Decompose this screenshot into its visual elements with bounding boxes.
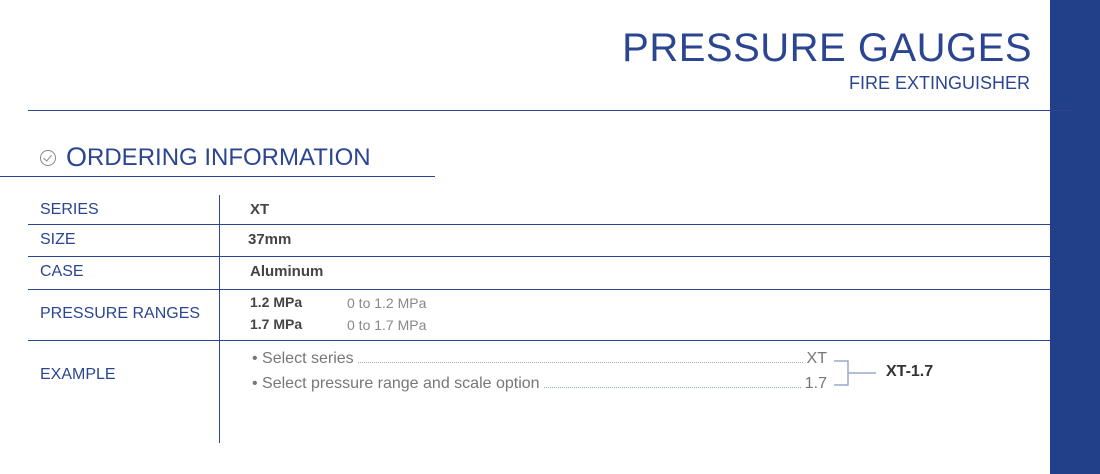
size-label: SIZE (40, 231, 76, 248)
row-divider (28, 256, 1050, 257)
page-title: PRESSURE GAUGES (622, 26, 1032, 70)
range-desc: 0 to 1.7 MPa (347, 317, 427, 333)
table-column-divider (219, 195, 220, 443)
case-value: Aluminum (250, 263, 324, 280)
size-value: 37mm (248, 231, 292, 248)
example-step: • Select pressure range and scale option… (252, 375, 827, 392)
example-label: EXAMPLE (40, 366, 116, 383)
row-divider (28, 340, 1050, 341)
case-label: CASE (40, 263, 84, 280)
pressure-label: PRESSURE RANGES (40, 305, 201, 322)
example-result: XT-1.7 (886, 363, 934, 380)
row-divider (28, 224, 1050, 225)
range-code: 1.7 MPa (250, 316, 303, 332)
example-step: • Select series XT (252, 350, 827, 367)
range-code: 1.2 MPa (250, 294, 303, 310)
bracket-connector (834, 360, 876, 386)
range-desc: 0 to 1.2 MPa (347, 295, 427, 311)
series-label: SERIES (40, 201, 99, 218)
header-divider (28, 110, 1072, 111)
page-subtitle: FIRE EXTINGUISHER (848, 73, 1030, 93)
section-heading: O RDERING INFORMATION (40, 142, 371, 173)
section-underline (0, 176, 435, 177)
check-circle-icon (40, 149, 56, 166)
row-divider (28, 289, 1050, 290)
side-color-bar (1050, 0, 1100, 474)
series-value: XT (250, 201, 270, 218)
